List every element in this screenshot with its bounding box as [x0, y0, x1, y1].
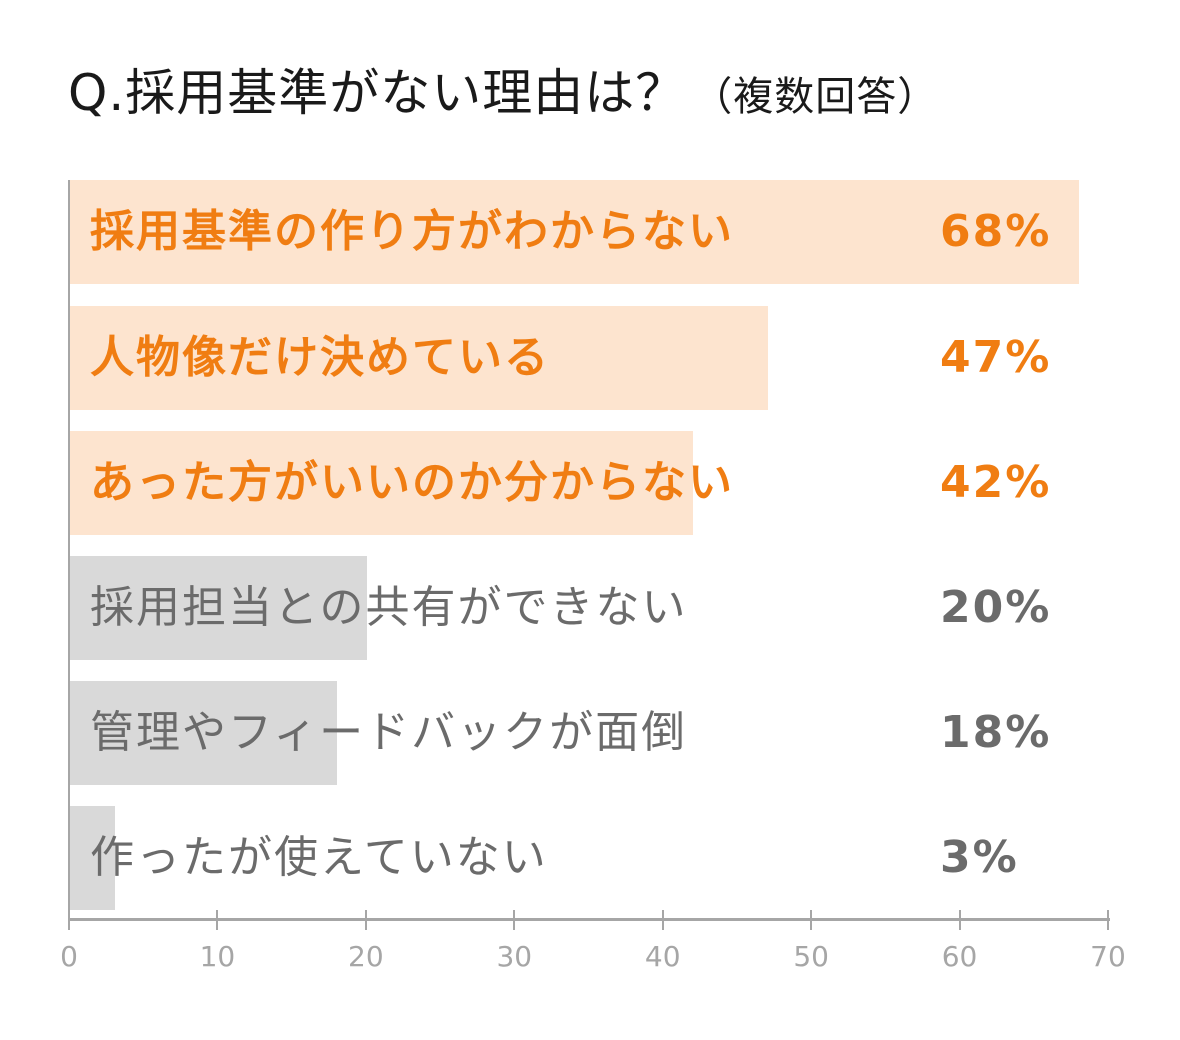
- x-axis-tick: [513, 910, 516, 930]
- x-axis-tick-label: 70: [1090, 940, 1126, 973]
- bar: [70, 306, 768, 410]
- bar-value-label: 68%: [940, 206, 1052, 257]
- x-axis-tick-label: 20: [348, 940, 384, 973]
- bar-label: 採用基準の作り方がわからない: [90, 206, 734, 257]
- x-axis-tick-label: 50: [793, 940, 829, 973]
- x-axis-line: [68, 918, 1110, 921]
- bar-label: あった方がいいのか分からない: [90, 457, 734, 508]
- x-axis-tick: [958, 910, 961, 930]
- bar-value-label: 42%: [940, 457, 1052, 508]
- bar: [70, 556, 367, 660]
- chart-title: Q.採用基準がない理由は？ （複数回答）: [68, 58, 938, 132]
- chart-title-sub: （複数回答）: [692, 74, 939, 120]
- bar-label: 作ったが使えていない: [90, 832, 548, 883]
- bar-value-label: 3%: [940, 832, 1019, 883]
- x-axis-tick-label: 10: [199, 940, 236, 973]
- bar: [70, 431, 694, 535]
- x-axis-tick: [810, 910, 813, 930]
- bar-label: 管理やフィードバックが面倒: [90, 707, 688, 758]
- bar: [70, 806, 115, 910]
- y-axis-line: [68, 180, 70, 920]
- bar: [70, 681, 338, 785]
- bar-value-label: 47%: [940, 332, 1052, 383]
- bar-value-label: 20%: [940, 582, 1052, 633]
- x-axis-tick: [1107, 910, 1109, 930]
- x-axis-tick-label: 40: [644, 940, 681, 973]
- x-axis-tick-label: 0: [60, 940, 78, 973]
- x-axis-tick: [364, 910, 367, 930]
- chart-title-main: Q.採用基準がない理由は？: [68, 64, 687, 122]
- bar-label: 採用担当との共有ができない: [90, 582, 688, 633]
- x-axis-tick-label: 60: [941, 940, 978, 973]
- x-axis-tick: [661, 910, 664, 930]
- bar-label: 人物像だけ決めている: [90, 332, 550, 383]
- x-axis-tick-label: 30: [496, 940, 533, 973]
- bar: [70, 180, 1080, 284]
- bar-value-label: 18%: [940, 707, 1052, 758]
- x-axis-tick: [68, 910, 70, 930]
- x-axis-tick: [216, 910, 219, 930]
